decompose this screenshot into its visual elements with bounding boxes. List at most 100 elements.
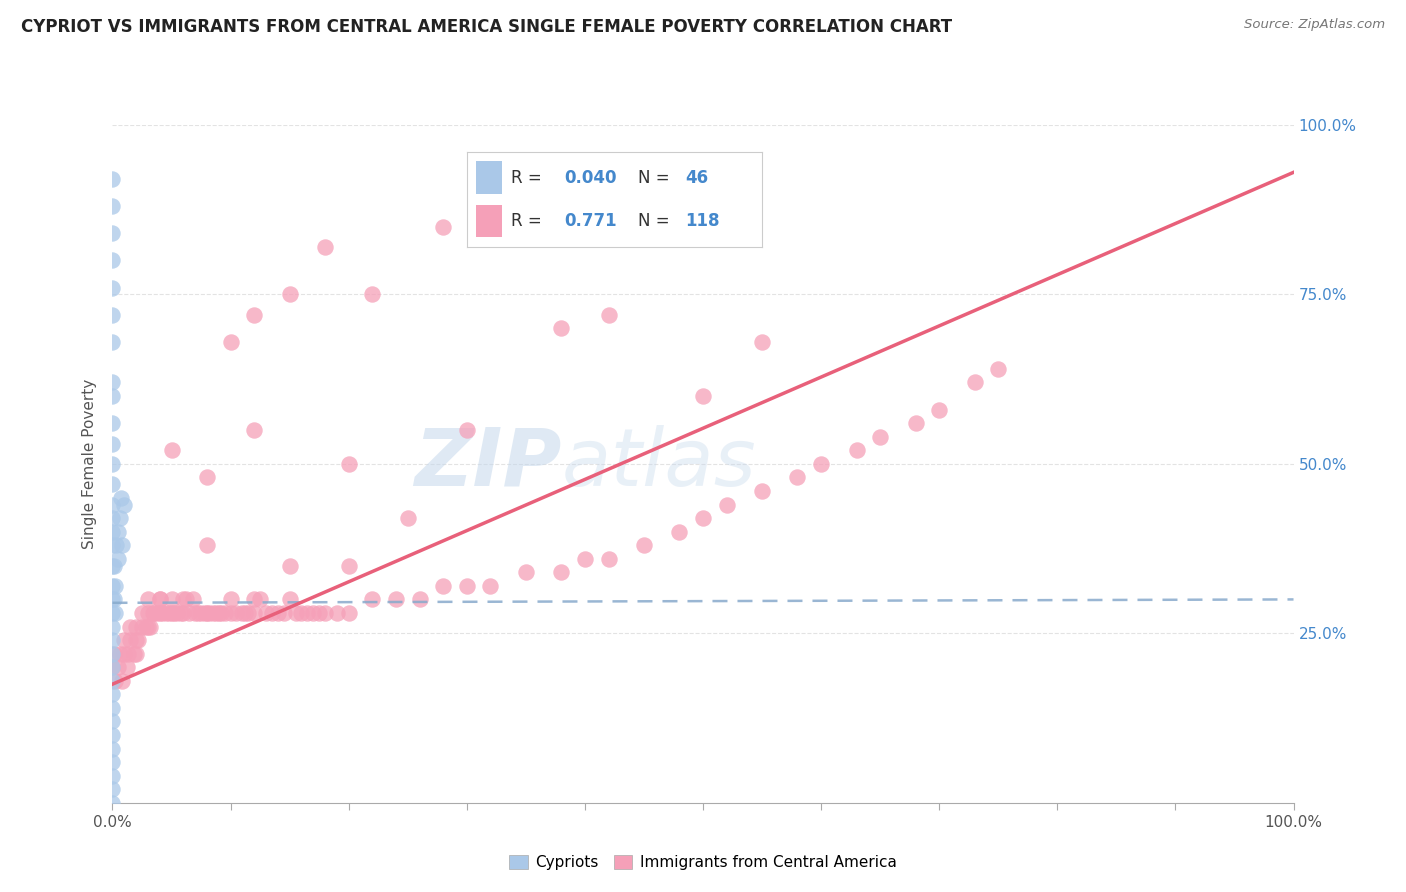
Point	[101, 308, 124, 322]
Point	[432, 579, 454, 593]
Point	[101, 334, 124, 349]
Text: N =: N =	[638, 212, 669, 230]
Point	[172, 592, 194, 607]
Point	[385, 592, 408, 607]
Point	[845, 443, 868, 458]
Point	[170, 606, 193, 620]
Point	[184, 606, 207, 620]
Point	[716, 498, 738, 512]
Point	[278, 558, 301, 573]
Point	[326, 606, 349, 620]
Point	[131, 619, 153, 633]
Point	[125, 633, 148, 648]
Point	[149, 592, 172, 607]
Point	[101, 280, 124, 294]
Point	[174, 592, 197, 607]
Point	[219, 592, 242, 607]
Point	[163, 606, 186, 620]
Text: 0.771: 0.771	[564, 212, 617, 230]
Point	[179, 606, 201, 620]
Point	[157, 606, 180, 620]
Point	[117, 647, 139, 661]
Point	[195, 606, 218, 620]
Point	[127, 633, 149, 648]
Point	[155, 606, 177, 620]
Point	[233, 606, 256, 620]
Text: R =: R =	[512, 169, 541, 186]
Point	[225, 606, 247, 620]
Point	[456, 423, 478, 437]
Point	[314, 606, 336, 620]
Point	[668, 524, 690, 539]
Point	[209, 606, 232, 620]
Point	[101, 376, 124, 390]
Point	[101, 524, 124, 539]
Point	[598, 308, 620, 322]
Point	[456, 579, 478, 593]
Point	[515, 566, 537, 580]
Point	[120, 619, 142, 633]
Point	[166, 606, 188, 620]
Point	[928, 402, 950, 417]
Point	[101, 436, 124, 450]
Point	[101, 796, 124, 810]
Text: N =: N =	[638, 169, 669, 186]
Point	[278, 592, 301, 607]
Point	[101, 701, 124, 715]
Point	[111, 673, 134, 688]
Point	[337, 558, 360, 573]
Point	[108, 511, 131, 525]
Point	[219, 334, 242, 349]
Text: ZIP: ZIP	[413, 425, 561, 503]
Point	[146, 606, 169, 620]
Point	[160, 606, 183, 620]
Point	[101, 741, 124, 756]
Point	[103, 558, 125, 573]
Point	[110, 491, 132, 505]
Point	[260, 606, 283, 620]
Point	[142, 606, 165, 620]
Point	[987, 362, 1010, 376]
Text: R =: R =	[512, 212, 541, 230]
Point	[101, 199, 124, 213]
Point	[101, 728, 124, 742]
Point	[104, 673, 127, 688]
Point	[751, 334, 773, 349]
Point	[231, 606, 253, 620]
Point	[101, 755, 124, 769]
Point	[297, 606, 319, 620]
Point	[267, 606, 290, 620]
Point	[692, 389, 714, 403]
Point	[408, 592, 430, 607]
Point	[105, 538, 128, 552]
Point	[101, 416, 124, 430]
Point	[633, 538, 655, 552]
Point	[101, 558, 124, 573]
Point	[751, 483, 773, 498]
Point	[131, 606, 153, 620]
Point	[598, 551, 620, 566]
Point	[195, 470, 218, 484]
Point	[101, 457, 124, 471]
Point	[254, 606, 277, 620]
Point	[101, 511, 124, 525]
Point	[101, 673, 124, 688]
Bar	[475, 161, 502, 194]
Point	[112, 647, 135, 661]
Point	[101, 769, 124, 783]
Point	[337, 457, 360, 471]
Y-axis label: Single Female Poverty: Single Female Poverty	[82, 379, 97, 549]
Point	[692, 511, 714, 525]
Point	[181, 592, 204, 607]
Point	[125, 619, 148, 633]
Point	[111, 538, 134, 552]
Point	[195, 538, 218, 552]
Point	[101, 538, 124, 552]
Point	[103, 592, 125, 607]
Point	[115, 660, 138, 674]
Point	[104, 579, 127, 593]
Point	[205, 606, 228, 620]
Point	[574, 551, 596, 566]
Point	[869, 430, 891, 444]
Point	[101, 227, 124, 241]
